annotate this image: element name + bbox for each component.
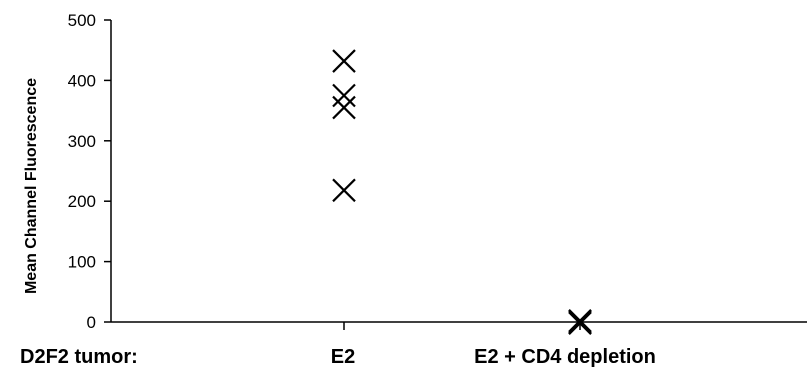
y-tick-label: 300 [68,132,96,151]
data-markers [332,49,592,335]
y-ticks: 0 100 200 300 400 500 [68,11,111,332]
y-tick-label: 400 [68,71,96,90]
x-prefix-label: D2F2 tumor: [20,346,138,368]
data-point-x-marker [332,83,356,108]
y-tick-label: 100 [68,253,96,272]
data-point-x-marker [332,49,356,73]
category-labels: E2 E2 + CD4 depletion [331,346,656,368]
y-tick-label: 200 [68,192,96,211]
y-axis-title: Mean Channel Fluorescence [23,78,40,294]
data-point-x-marker [332,95,356,120]
x-category-label: E2 + CD4 depletion [474,346,656,368]
y-tick-label: 500 [68,11,96,30]
data-point-x-marker [568,311,592,335]
x-ticks [343,322,581,330]
y-axis-title-group: Mean Channel Fluorescence [23,78,40,294]
y-tick-label: 0 [87,313,96,332]
x-category-label: E2 [331,346,355,368]
data-point-x-marker [332,178,356,203]
